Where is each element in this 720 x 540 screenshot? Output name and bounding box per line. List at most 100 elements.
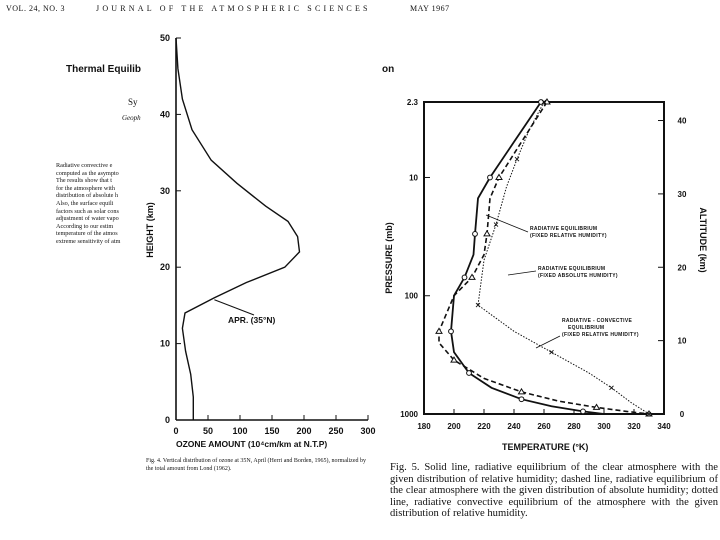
annotation-arrow	[485, 214, 529, 233]
annotation-text: (FIXED RELATIVE HUMIDITY)	[530, 233, 607, 239]
temperature-tick-label: 340	[657, 422, 671, 431]
ozone-x-tick-label: 100	[232, 426, 247, 436]
temperature-tick-label: 280	[567, 422, 581, 431]
altitude-tick-label: 10	[678, 337, 687, 346]
temperature-tick-label: 200	[447, 422, 461, 431]
temperature-tick-label: 180	[417, 422, 431, 431]
data-point-marker	[461, 274, 468, 281]
abstract-line: computed as the asympto	[56, 169, 119, 177]
data-point-marker	[448, 328, 454, 335]
abstract-line: temperature of the atmos	[56, 230, 118, 238]
ozone-annotation: APR. (35°N)	[228, 315, 275, 325]
data-point-marker	[543, 98, 551, 105]
annotation-arrow	[507, 270, 537, 276]
data-point-marker	[514, 156, 520, 162]
altitude-tick-label: 30	[678, 190, 687, 199]
abstract-line: for the atmosphere with	[56, 184, 115, 192]
annotation-text: RADIATIVE EQUILIBRIUM	[530, 226, 597, 232]
data-point-marker	[549, 349, 554, 355]
data-point-marker	[517, 387, 526, 395]
data-point-marker	[450, 356, 458, 363]
annotation-text: RADIATIVE - CONVECTIVE	[562, 318, 632, 324]
ozone-y-tick-label: 30	[160, 186, 170, 196]
abstract-line: factors such as solar cons	[56, 207, 119, 215]
temperature-axes: 180 200 220 240 260 280 300 320 340 2.3 10 100 1000 0…	[400, 98, 687, 431]
ozone-y-tick-label: 40	[160, 109, 170, 119]
temperature-axis-title: TEMPERATURE (°K)	[502, 442, 588, 452]
temperature-tick-label: 320	[627, 422, 641, 431]
data-point-marker	[518, 396, 525, 403]
abstract-line: distribution of absolute h	[56, 192, 119, 200]
journal-name: JOURNAL OF THE ATMOSPHERIC SCIENCES	[96, 4, 371, 13]
data-point-marker	[495, 173, 503, 180]
annotation-text: (FIXED ABSOLUTE HUMIDITY)	[538, 273, 618, 279]
volume-number: VOL. 24, NO. 3	[6, 4, 65, 13]
issue-date: MAY 1967	[410, 4, 450, 13]
ozone-y-tick-label: 50	[160, 33, 170, 43]
temperature-markers	[435, 98, 653, 417]
ozone-y-tick-label: 10	[160, 339, 170, 349]
radiative-relative-humidity-line	[450, 101, 605, 415]
author-fragment: Sy	[128, 97, 138, 107]
data-point-marker	[466, 370, 472, 376]
data-point-marker	[609, 385, 614, 391]
ozone-x-tick-label: 150	[264, 426, 279, 436]
data-point-marker	[472, 231, 478, 237]
annotation-arrow	[535, 335, 561, 349]
data-point-marker	[487, 174, 493, 181]
pressure-tick-label: 100	[405, 292, 419, 301]
temperature-annotations: RADIATIVE EQUILIBRIUM (FIXED RELATIVE HU…	[485, 214, 639, 349]
ozone-x-tick-label: 300	[360, 426, 375, 436]
data-point-marker	[483, 229, 491, 237]
ozone-x-tick-label: 250	[328, 426, 343, 436]
ozone-y-axis-title: HEIGHT (km)	[145, 202, 155, 258]
annotation-arrow	[214, 299, 255, 316]
ozone-y-tick-label: 20	[160, 262, 170, 272]
temperature-tick-label: 300	[597, 422, 611, 431]
ozone-profile-line	[175, 37, 301, 420]
abstract-line: Also, the surface equili	[56, 199, 114, 207]
altitude-tick-label: 20	[678, 263, 687, 272]
ozone-x-tick-label: 50	[203, 426, 213, 436]
ozone-plot-background	[176, 38, 368, 420]
paper-title-end-fragment: on	[382, 64, 395, 75]
abstract-line: extreme sensitivity of atm	[56, 237, 121, 245]
figure-5-caption: Fig. 5. Solid line, radiative equilibriu…	[390, 462, 718, 520]
data-point-marker	[475, 302, 481, 308]
temperature-plot-frame	[423, 101, 665, 415]
altitude-tick-label: 40	[678, 117, 687, 126]
ozone-x-tick-label: 0	[173, 426, 178, 436]
temperature-tick-label: 240	[507, 422, 521, 431]
abstract-line: According to our estim	[56, 222, 114, 230]
annotation-text: EQUILIBRIUM	[568, 325, 604, 331]
paper-title-fragment: Thermal Equilib	[66, 64, 142, 75]
ozone-axes: 0 50 100 150 200 250 300 0 10 20 30 40 50	[160, 33, 376, 436]
pressure-axis-title: PRESSURE (mb)	[384, 222, 394, 294]
ozone-x-axis-title: OZONE AMOUNT (10⁴cm/km at N.T.P)	[176, 439, 327, 449]
ozone-x-tick-label: 200	[296, 426, 311, 436]
figure-4-caption: Fig. 4. Vertical distribution of ozone a…	[146, 458, 367, 472]
pressure-tick-label: 1000	[400, 410, 418, 419]
altitude-tick-label: 0	[680, 410, 685, 419]
annotation-text: RADIATIVE EQUILIBRIUM	[538, 266, 605, 272]
abstract-line: The results show that t	[56, 177, 113, 185]
ozone-y-tick-label: 0	[165, 415, 170, 425]
data-point-marker	[435, 327, 443, 334]
data-point-marker	[580, 408, 586, 415]
temperature-tick-label: 260	[537, 422, 551, 431]
data-point-marker	[541, 99, 547, 105]
temperature-tick-label: 220	[477, 422, 491, 431]
abstract-line: Radiative convective e	[56, 162, 113, 169]
affiliation-fragment: Geoph	[122, 114, 141, 122]
data-point-marker	[592, 403, 601, 410]
data-point-marker	[468, 273, 476, 280]
pressure-tick-label: 2.3	[407, 98, 419, 107]
altitude-axis-title: ALTITUDE (km)	[698, 207, 708, 272]
pressure-tick-label: 10	[409, 173, 418, 182]
abstract-fragment: Radiative convective e computed as the a…	[56, 162, 176, 246]
abstract-line: adjustment of water vapo	[56, 215, 119, 223]
annotation-text: (FIXED RELATIVE HUMIDITY)	[562, 332, 639, 338]
data-point-marker	[493, 222, 499, 227]
